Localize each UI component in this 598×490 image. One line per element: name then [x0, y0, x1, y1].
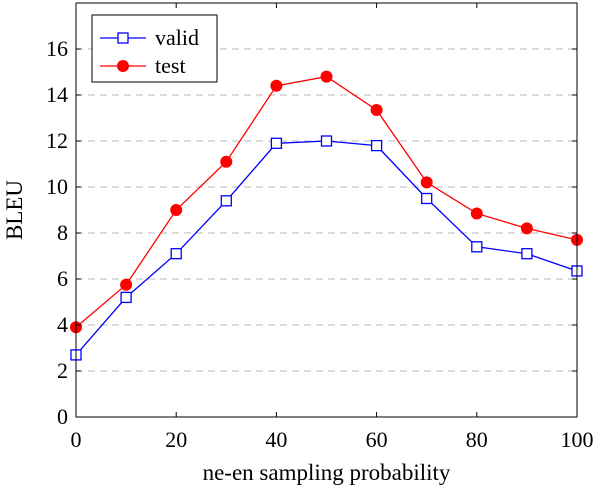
legend-box — [91, 14, 218, 83]
plot-frame — [75, 2, 578, 418]
point-valid-10 — [120, 291, 132, 304]
x-tick-label-20: 20 — [165, 427, 187, 452]
y-tick-label-4: 4 — [57, 312, 68, 337]
point-valid-80 — [471, 241, 483, 253]
series-test — [70, 70, 583, 334]
x-tick-label-100: 100 — [561, 427, 594, 452]
legend-label-test: test — [155, 53, 186, 78]
series-layer — [70, 70, 583, 361]
y-tick-label-0: 0 — [57, 404, 68, 429]
point-test-10 — [120, 278, 133, 291]
y-axis-title: BLEU — [2, 180, 27, 240]
series-valid — [70, 135, 583, 361]
grid-lines — [76, 48, 577, 372]
y-tick-label-10: 10 — [46, 174, 68, 199]
x-tick-label-80: 80 — [466, 427, 488, 452]
point-test-40 — [270, 79, 283, 92]
axis-ticks: 0 2 4 6 8 10 12 14 16 0 20 40 60 80 100 — [46, 3, 594, 452]
legend-marker-valid — [117, 32, 129, 44]
point-test-20 — [170, 204, 183, 216]
y-tick-label-14: 14 — [46, 82, 68, 107]
point-test-60 — [370, 103, 383, 116]
point-test-80 — [470, 207, 483, 220]
y-tick-label-6: 6 — [57, 266, 68, 291]
point-valid-20 — [170, 248, 182, 260]
y-tick-label-16: 16 — [46, 36, 68, 61]
point-valid-50 — [320, 135, 333, 147]
x-axis-title: ne-en sampling probability — [203, 460, 451, 485]
point-valid-40 — [270, 137, 283, 149]
point-valid-30 — [220, 195, 232, 207]
legend: valid test — [91, 14, 218, 83]
x-tick-label-60: 60 — [366, 427, 388, 452]
point-test-70 — [420, 176, 433, 189]
point-test-90 — [520, 222, 533, 235]
x-tick-label-40: 40 — [265, 427, 287, 452]
point-test-50 — [320, 70, 333, 83]
point-valid-70 — [421, 192, 433, 205]
series-line-test — [75, 75, 578, 328]
legend-marker-test — [117, 60, 129, 72]
y-tick-label-2: 2 — [57, 358, 68, 383]
point-test-30 — [220, 155, 233, 168]
x-tick-label-0: 0 — [71, 427, 82, 452]
legend-label-valid: valid — [155, 25, 199, 50]
point-valid-90 — [521, 248, 533, 260]
y-tick-label-8: 8 — [57, 220, 68, 245]
y-tick-label-12: 12 — [46, 128, 68, 153]
point-valid-60 — [370, 139, 383, 152]
